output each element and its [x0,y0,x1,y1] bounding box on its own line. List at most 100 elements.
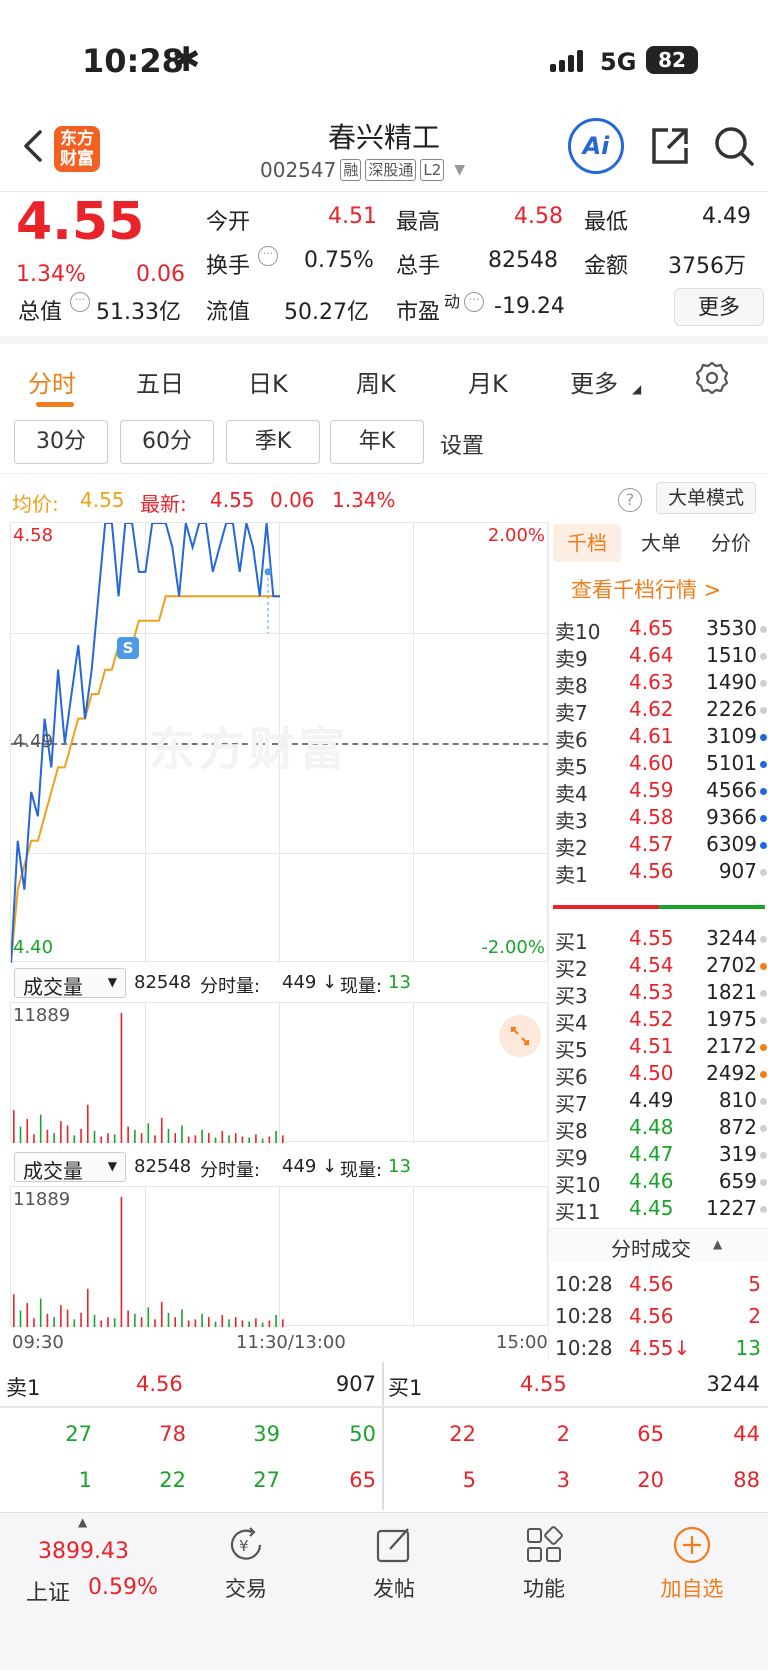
avg-label: 均价: [12,492,59,516]
level-price: 4.49 [629,1088,674,1112]
s-marker[interactable]: S [117,637,139,659]
order-book-row[interactable]: 卖6 4.61 3109 [549,724,768,752]
order-book-row[interactable]: 买2 4.54 2702 [549,953,768,981]
order-book-row[interactable]: 卖1 4.56 907 [549,859,768,887]
index-ticker[interactable]: ▲ 3899.43 上证 0.59% [0,1513,170,1623]
avg-line-info: 均价: 4.55 最新: 4.55 0.06 1.34% ? 大单模式 [0,482,768,518]
back-icon[interactable] [18,126,48,166]
battery-icon: 82 [646,46,698,74]
tab-intraday[interactable]: 分时 [28,370,76,398]
order-book-row[interactable]: 买9 4.47 319 [549,1142,768,1170]
order-book-row[interactable]: 卖5 4.60 5101 [549,751,768,779]
latest-pct: 1.34% [332,488,396,512]
order-book-row[interactable]: 买8 4.48 872 [549,1115,768,1143]
big-order-mode-button[interactable]: 大单模式 [656,482,756,514]
tick-volume: 5 [748,1272,761,1296]
level-volume: 1821 [706,980,757,1004]
sell-price: 4.56 [136,1372,183,1396]
intraday-chart[interactable]: 东方财富 4.58 4.49 4.40 2.00% -2.00% S 成交量 ▼… [0,520,549,1360]
volume-dropdown[interactable]: 成交量 ▼ [14,1152,126,1183]
chart-watermark: 东方财富 [149,722,349,776]
level-label: 买5 [555,1038,588,1062]
sell-queue-row-1: 27 78 39 50 [0,1416,384,1462]
volume-bar [208,1317,210,1327]
order-book-row[interactable]: 买1 4.55 3244 [549,926,768,954]
help-icon[interactable]: ? [618,488,642,512]
period-30m[interactable]: 30分 [14,420,108,464]
order-book-row[interactable]: 买7 4.49 810 [549,1088,768,1116]
level-volume: 3244 [706,926,757,950]
ai-icon[interactable]: Ai [568,118,624,174]
volume-bar [268,1320,271,1327]
nav-functions[interactable]: 功能 [484,1525,604,1603]
order-book-row[interactable]: 卖2 4.57 6309 [549,832,768,860]
order-book-row[interactable]: 卖4 4.59 4566 [549,778,768,806]
stock-code-row[interactable]: 002547 融 深股通 L2 ▼ [260,158,465,182]
level-price: 4.48 [629,1115,674,1139]
open-value: 4.51 [328,204,377,229]
order-book-row[interactable]: 买4 4.52 1975 [549,1007,768,1035]
volume-bar [241,1136,244,1143]
nav-add-watchlist[interactable]: 加自选 [632,1525,752,1603]
volume-bar [147,1123,150,1143]
level-volume: 3109 [706,724,757,748]
tab-5day[interactable]: 五日 [136,370,184,398]
tab-more[interactable]: 更多 [570,370,618,398]
tag-margin: 融 [340,159,362,181]
volume-bar [282,1135,284,1143]
settings-link[interactable]: 设置 [440,434,485,459]
nav-trade[interactable]: ¥ 交易 [186,1525,306,1603]
volume-max-label: 11889 [13,1005,71,1026]
period-season-k[interactable]: 季K [226,420,320,464]
expand-icon[interactable] [499,1015,541,1057]
status-dot-icon [760,990,767,997]
info-icon[interactable]: ··· [70,292,90,312]
status-dot-icon [760,1179,767,1186]
buy-queue-cell: 44 [733,1422,760,1446]
depth-tab-big[interactable]: 大单 [641,531,681,555]
volume-bar [120,1197,123,1327]
order-book-row[interactable]: 卖7 4.62 2226 [549,697,768,725]
volume-bar [73,1319,76,1327]
sell-queue-cell: 50 [349,1422,376,1446]
more-button[interactable]: 更多 [674,288,764,326]
nav-post[interactable]: 发帖 [334,1525,454,1603]
volume-bar [167,1312,170,1327]
volume-bar [86,1104,89,1143]
volume-bar [107,1133,109,1143]
tab-month-k[interactable]: 月K [468,370,508,398]
volume-dropdown[interactable]: 成交量 ▼ [14,968,126,999]
order-book-row[interactable]: 买3 4.53 1821 [549,980,768,1008]
share-icon[interactable] [648,124,692,168]
tab-week-k[interactable]: 周K [356,370,396,398]
tab-day-k[interactable]: 日K [248,370,288,398]
asterisk-icon: ✱ [172,40,201,80]
info-icon[interactable]: ··· [464,292,484,312]
depth-tab-price[interactable]: 分价 [711,531,751,555]
ticks-header[interactable]: 分时成交 ▲ [549,1228,768,1262]
period-year-k[interactable]: 年K [330,420,424,464]
buy-queue-cell: 65 [637,1422,664,1446]
spread-bar [553,905,765,909]
order-book-row[interactable]: 卖3 4.58 9366 [549,805,768,833]
svg-text:¥: ¥ [239,1537,249,1555]
order-book-row[interactable]: 买6 4.50 2492 [549,1061,768,1089]
depth-link[interactable]: 查看千档行情 > [571,578,722,602]
info-icon[interactable]: ··· [258,246,278,266]
period-60m[interactable]: 60分 [120,420,214,464]
search-icon[interactable] [712,124,756,168]
order-book-row[interactable]: 买11 4.45 1227 [549,1196,768,1224]
order-book-row[interactable]: 买10 4.46 659 [549,1169,768,1197]
depth-tab-1000[interactable]: 千档 [553,524,621,562]
tab-underline [36,402,74,407]
order-book-row[interactable]: 买5 4.51 2172 [549,1034,768,1062]
volume-bar [66,1125,69,1143]
bottom-nav: ▲ 3899.43 上证 0.59% ¥ 交易 发帖 功能 加自选 [0,1512,768,1670]
order-book-row[interactable]: 卖10 4.65 3530 [549,616,768,644]
order-book-row[interactable]: 卖8 4.63 1490 [549,670,768,698]
gear-icon[interactable] [694,360,730,396]
order-book-row[interactable]: 卖9 4.64 1510 [549,643,768,671]
level-volume: 319 [718,1142,757,1166]
level-label: 卖2 [555,836,588,860]
quote-panel: 4.55 1.34% 0.06 今开 4.51 最高 4.58 最低 4.49 … [0,192,768,344]
